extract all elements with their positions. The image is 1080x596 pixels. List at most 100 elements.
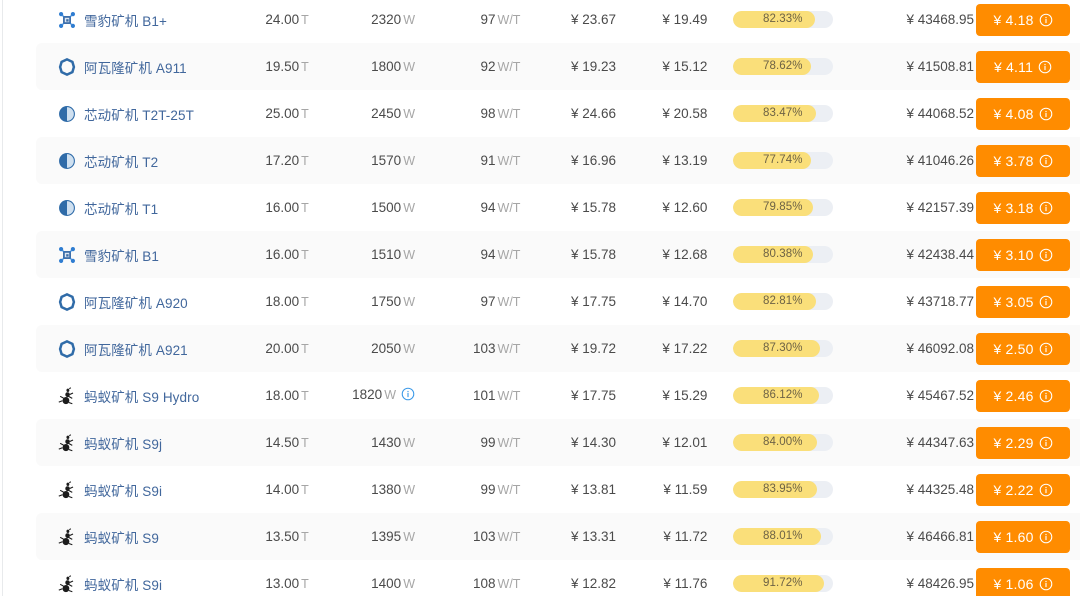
buy-button-label: ¥ 4.08 (993, 105, 1034, 122)
buy-button-label: ¥ 2.46 (993, 387, 1034, 404)
info-circle-icon[interactable] (1039, 107, 1053, 121)
action-cell: ¥ 2.50 (976, 332, 1080, 365)
action-cell: ¥ 2.46 (976, 379, 1080, 412)
efficiency-unit: W/T (497, 107, 521, 121)
buy-button[interactable]: ¥ 2.22 (976, 473, 1071, 506)
action-cell: ¥ 2.29 (976, 426, 1080, 459)
buy-button[interactable]: ¥ 4.08 (976, 97, 1071, 130)
buy-button[interactable]: ¥ 4.11 (976, 50, 1071, 83)
miner-name-link[interactable]: 阿瓦隆矿机 A921 (84, 342, 188, 358)
info-circle-icon[interactable] (1039, 295, 1053, 309)
table-row[interactable]: 芯动矿机 T2 17.20 T 1570 W 91 W/T ¥ 16.96 ¥ 13.19 77.… (0, 137, 1080, 184)
info-circle-icon[interactable] (1039, 389, 1053, 403)
table-row[interactable]: 阿瓦隆矿机 A920 18.00 T 1750 W 97 W/T ¥ 17.75 ¥ 14.70… (0, 278, 1080, 325)
shutdown-price-cell: ¥ 45467.52 (906, 388, 975, 403)
buy-button[interactable]: ¥ 3.78 (976, 144, 1071, 177)
miner-name-link[interactable]: 芯动矿机 T2 (84, 154, 159, 170)
buy-button-label: ¥ 1.60 (993, 528, 1034, 545)
shutdown-ratio-cell: 80.38% (707, 246, 844, 263)
daily-revenue-cell: ¥ 13.31 (570, 529, 617, 544)
hashrate-cell: 19.50 T (222, 59, 308, 74)
miner-name-link[interactable]: 阿瓦隆矿机 A920 (84, 295, 188, 311)
progress-bar: 83.95% (732, 481, 833, 498)
info-circle-icon[interactable] (1039, 248, 1053, 262)
info-circle-icon[interactable] (1038, 60, 1052, 74)
info-circle-icon[interactable] (1039, 483, 1053, 497)
efficiency-unit: W/T (497, 154, 521, 168)
miner-name-cell: 芯动矿机 T2T-25T (0, 104, 222, 124)
table-row[interactable]: 芯动矿机 T1 16.00 T 1500 W 94 W/T ¥ 15.78 ¥ 12.60 79.… (0, 184, 1080, 231)
hashrate-cell: 20.00 T (222, 341, 308, 356)
progress-label: 83.95% (762, 483, 803, 495)
buy-button[interactable]: ¥ 2.29 (976, 426, 1071, 459)
miner-name-link[interactable]: 芯动矿机 T1 (84, 201, 159, 217)
shutdown-price-cell: ¥ 48426.95 (906, 576, 975, 591)
info-circle-icon[interactable] (1039, 13, 1053, 27)
miner-name-link[interactable]: 蚂蚁矿机 S9j (84, 436, 163, 452)
table-row[interactable]: 雪豹矿机 B1 16.00 T 1510 W 94 W/T ¥ 15.78 ¥ 12.68 80.… (0, 231, 1080, 278)
efficiency-unit: W/T (497, 436, 521, 450)
progress-label: 78.62% (762, 60, 803, 72)
hashrate-value: 25.00 (265, 106, 300, 121)
info-circle-icon[interactable] (401, 387, 415, 404)
hashrate-value: 14.50 (265, 435, 300, 450)
shutdown-price-cell: ¥ 43468.95 (906, 12, 975, 27)
efficiency-cell: 98 W/T (415, 106, 521, 121)
miner-name-link[interactable]: 蚂蚁矿机 S9 (84, 530, 159, 546)
action-cell: ¥ 1.60 (976, 520, 1080, 553)
table-row[interactable]: 阿瓦隆矿机 A921 20.00 T 2050 W 103 W/T ¥ 19.72 ¥ 17.2… (0, 325, 1080, 372)
miner-name-link[interactable]: 蚂蚁矿机 S9i (84, 483, 163, 499)
buy-button[interactable]: ¥ 2.46 (976, 379, 1071, 412)
hashrate-value: 20.00 (265, 341, 300, 356)
miner-name-link[interactable]: 蚂蚁矿机 S9i (84, 577, 163, 593)
daily-net-cell: ¥ 20.58 (662, 106, 708, 121)
buy-button[interactable]: ¥ 1.60 (976, 520, 1071, 553)
table-row[interactable]: 蚂蚁矿机 S9i 14.00 T 1380 W 99 W/T ¥ 13.81 ¥ 11.59 83… (0, 466, 1080, 513)
table-row[interactable]: 阿瓦隆矿机 A911 19.50 T 1800 W 92 W/T ¥ 19.23 ¥ 15.12… (0, 43, 1080, 90)
power-unit: W (403, 483, 416, 497)
antminer-icon (58, 433, 76, 452)
miner-name-link[interactable]: 雪豹矿机 B1 (84, 248, 159, 264)
miner-name-link[interactable]: 阿瓦隆矿机 A911 (84, 60, 187, 76)
table-row[interactable]: 蚂蚁矿机 S9i 13.00 T 1400 W 108 W/T ¥ 12.82 ¥ 11.76 9… (0, 560, 1080, 596)
antminer-icon (58, 527, 76, 546)
info-circle-icon[interactable] (1039, 530, 1053, 544)
info-circle-icon[interactable] (1039, 154, 1053, 168)
power-unit: W (403, 295, 416, 309)
progress-label: 86.12% (762, 389, 803, 401)
info-circle-icon[interactable] (1039, 577, 1053, 591)
daily-revenue-cell: ¥ 17.75 (570, 294, 617, 309)
buy-button[interactable]: ¥ 4.18 (976, 3, 1071, 36)
daily-revenue-cell: ¥ 19.72 (570, 341, 617, 356)
hashrate-value: 18.00 (265, 388, 300, 403)
info-circle-icon[interactable] (1039, 201, 1053, 215)
buy-button[interactable]: ¥ 3.05 (976, 285, 1071, 318)
info-circle-icon[interactable] (1039, 436, 1053, 450)
daily-revenue-cell: ¥ 24.66 (570, 106, 617, 121)
table-row[interactable]: 蚂蚁矿机 S9j 14.50 T 1430 W 99 W/T ¥ 14.30 ¥ 12.01 84… (0, 419, 1080, 466)
power-cell: 1400 W (309, 576, 415, 591)
buy-button[interactable]: ¥ 2.50 (976, 332, 1071, 365)
avalon-miner-icon (58, 339, 76, 358)
daily-revenue-cell: ¥ 17.75 (570, 388, 617, 403)
table-row[interactable]: 芯动矿机 T2T-25T 25.00 T 2450 W 98 W/T ¥ 24.66 ¥ 20.… (0, 90, 1080, 137)
hashrate-value: 17.20 (265, 153, 300, 168)
buy-button[interactable]: ¥ 1.06 (976, 567, 1071, 596)
daily-revenue-cell: ¥ 14.30 (570, 435, 617, 450)
shutdown-price-cell: ¥ 41508.81 (906, 59, 975, 74)
hashrate-unit: T (301, 201, 309, 215)
progress-bar: 86.12% (732, 387, 833, 404)
miner-name-link[interactable]: 蚂蚁矿机 S9 Hydro (84, 389, 200, 405)
miner-name-link[interactable]: 芯动矿机 T2T-25T (84, 107, 194, 123)
row-background (36, 419, 1080, 466)
shutdown-ratio-cell: 83.95% (707, 481, 844, 498)
buy-button[interactable]: ¥ 3.10 (976, 238, 1071, 271)
daily-net-cell: ¥ 14.70 (662, 294, 708, 309)
table-row[interactable]: 蚂蚁矿机 S9 13.50 T 1395 W 103 W/T ¥ 13.31 ¥ 11.72 88… (0, 513, 1080, 560)
innosilicon-miner-icon (58, 152, 76, 170)
buy-button[interactable]: ¥ 3.18 (976, 191, 1071, 224)
table-row[interactable]: 蚂蚁矿机 S9 Hydro 18.00 T 1820 W 101 W/T ¥ 17.75 ¥ 1… (0, 372, 1080, 419)
info-circle-icon[interactable] (1039, 342, 1053, 356)
miner-name-link[interactable]: 雪豹矿机 B1+ (84, 13, 167, 29)
table-row[interactable]: 雪豹矿机 B1+ 24.00 T 2320 W 97 W/T ¥ 23.67 ¥ 19.49 82… (0, 0, 1080, 43)
